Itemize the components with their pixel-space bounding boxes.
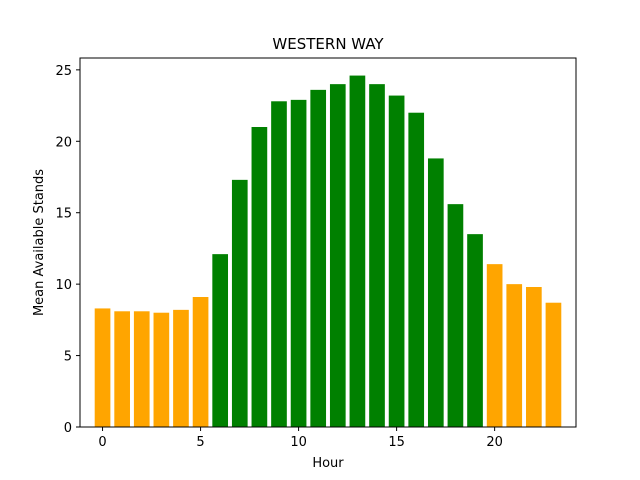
bar-hour-9 bbox=[271, 101, 287, 427]
x-tick-label: 10 bbox=[290, 435, 307, 450]
bar-hour-8 bbox=[251, 127, 268, 427]
y-tick-label: 15 bbox=[55, 207, 72, 222]
bar-hour-4 bbox=[173, 309, 189, 427]
bar-hour-1 bbox=[114, 311, 130, 427]
bar-hour-19 bbox=[467, 234, 483, 427]
bar-hour-21 bbox=[506, 284, 523, 427]
x-tick-label: 0 bbox=[98, 435, 106, 450]
x-axis-ticks: 0 5 10 15 20 bbox=[98, 427, 503, 450]
bar-hour-7 bbox=[231, 179, 248, 427]
bar-hour-0 bbox=[94, 308, 111, 427]
y-tick-label: 25 bbox=[55, 64, 72, 79]
chart-title: WESTERN WAY bbox=[272, 35, 384, 53]
bar-hour-15 bbox=[388, 95, 405, 427]
bar-hour-6 bbox=[212, 254, 229, 427]
bar-hour-20 bbox=[486, 264, 503, 427]
y-tick-label: 20 bbox=[55, 135, 72, 150]
bar-hour-5 bbox=[192, 297, 209, 427]
bar-hour-14 bbox=[369, 84, 385, 427]
bar-hour-16 bbox=[408, 112, 425, 428]
bar-hour-2 bbox=[133, 311, 150, 427]
bar-hour-12 bbox=[329, 84, 346, 427]
bars-group bbox=[94, 75, 562, 428]
x-tick-label: 20 bbox=[486, 435, 503, 450]
y-tick-label: 0 bbox=[64, 421, 72, 436]
bar-hour-10 bbox=[290, 99, 307, 428]
x-tick-label: 15 bbox=[388, 435, 405, 450]
bar-hour-17 bbox=[427, 158, 444, 427]
bar-hour-23 bbox=[545, 302, 562, 427]
x-tick-label: 5 bbox=[196, 435, 204, 450]
x-axis-label: Hour bbox=[312, 456, 344, 471]
bar-hour-3 bbox=[153, 312, 170, 427]
y-axis-label: Mean Available Stands bbox=[32, 169, 47, 316]
bar-hour-18 bbox=[447, 204, 464, 427]
plot-frame bbox=[79, 57, 577, 428]
bar-hour-11 bbox=[310, 89, 327, 428]
y-axis-ticks: 0 5 10 15 20 25 bbox=[55, 64, 80, 436]
bar-hour-22 bbox=[526, 287, 542, 427]
bar-hour-13 bbox=[349, 75, 366, 427]
y-tick-label: 10 bbox=[55, 278, 72, 293]
y-tick-label: 5 bbox=[64, 350, 72, 365]
